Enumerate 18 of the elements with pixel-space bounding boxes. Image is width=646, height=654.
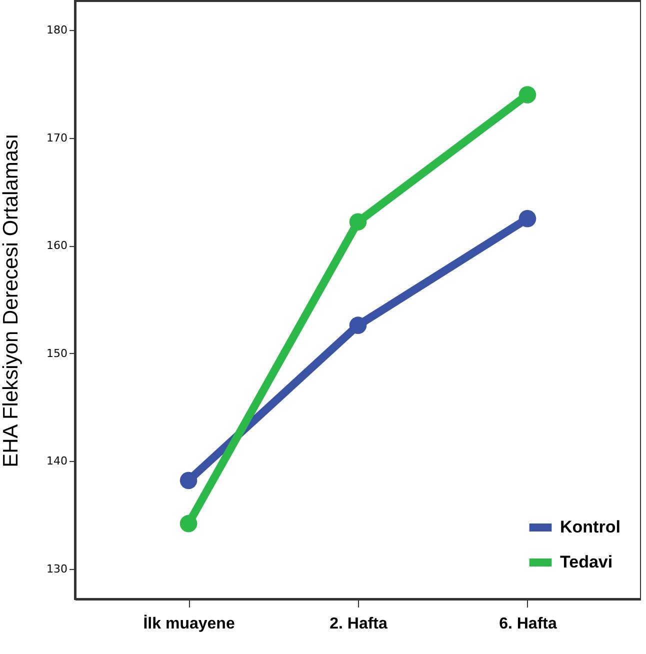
legend-label: Kontrol xyxy=(560,518,620,536)
y-tick-label: 180 xyxy=(46,24,68,37)
point xyxy=(349,316,367,334)
y-tick-label: 150 xyxy=(46,346,68,360)
point xyxy=(518,86,536,104)
y-tick-label: 140 xyxy=(46,454,68,468)
x-tick-label: 2. Hafta xyxy=(330,616,388,632)
x-tick-label: İlk muayene xyxy=(143,614,235,632)
point xyxy=(518,210,536,228)
y-tick-label: 170 xyxy=(46,131,68,144)
y-tick-label: 160 xyxy=(46,239,68,252)
y-tick-label: 130 xyxy=(46,562,68,576)
point xyxy=(349,213,367,231)
point xyxy=(180,472,198,490)
legend-label: Tedavi xyxy=(560,552,613,572)
x-tick-label: 6. Hafta xyxy=(499,616,557,632)
y-axis-title: EHA Fleksiyon Derecesi Ortalaması xyxy=(0,134,23,468)
point xyxy=(180,514,198,532)
